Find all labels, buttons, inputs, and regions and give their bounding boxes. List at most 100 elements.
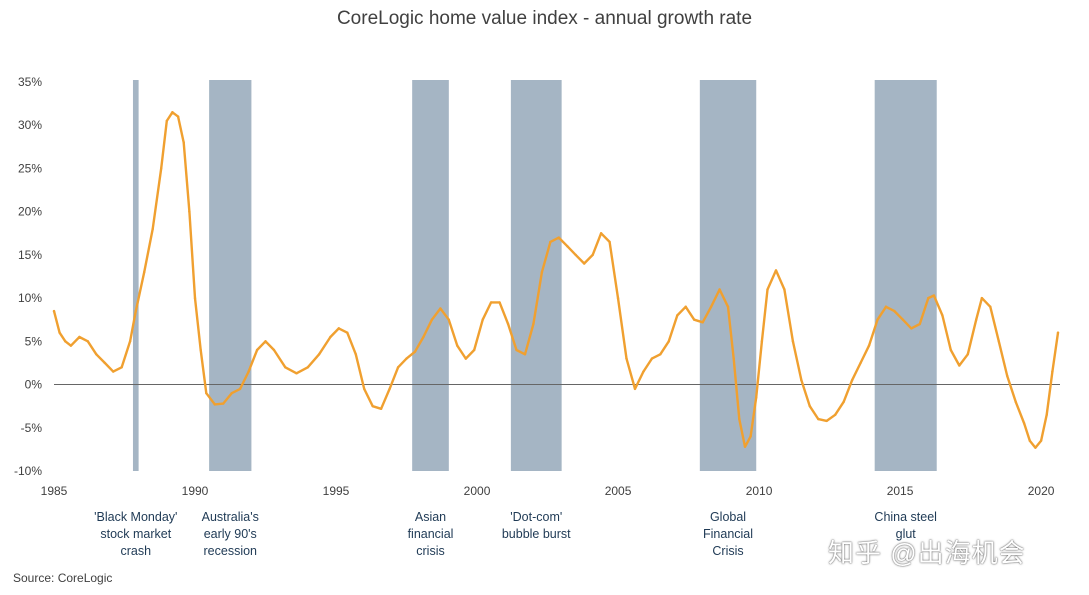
data-point (371, 404, 374, 408)
data-point (949, 348, 953, 352)
data-point (709, 305, 713, 308)
event-band-2 (412, 80, 449, 471)
data-point (128, 340, 132, 343)
data-point (557, 236, 561, 239)
data-point (684, 305, 687, 308)
data-point (774, 269, 778, 272)
data-point (566, 245, 569, 248)
data-point (295, 372, 298, 375)
data-point (64, 340, 67, 343)
event-label-line: 'Black Monday' (94, 510, 177, 524)
data-point (264, 340, 267, 343)
data-point (413, 350, 417, 353)
data-point (583, 262, 586, 265)
event-labels: 'Black Monday' stock market crash Australia… (94, 510, 937, 558)
y-tick-label: -5% (21, 421, 43, 435)
x-tick-label: 2000 (464, 484, 491, 498)
x-tick-label: 1985 (41, 484, 68, 498)
x-axis: 1985 1990 1995 2000 2005 2010 2015 2020 (41, 484, 1055, 498)
data-point (692, 318, 696, 321)
data-point (549, 240, 552, 244)
data-point (817, 417, 820, 421)
data-point (1006, 374, 1009, 378)
data-point (958, 364, 961, 367)
data-point (306, 366, 310, 369)
event-label-line: stock market (100, 527, 171, 541)
data-point (346, 331, 349, 334)
data-point (808, 404, 812, 408)
data-point (205, 392, 208, 395)
data-point (134, 309, 137, 313)
data-point (718, 288, 721, 291)
data-point (867, 344, 871, 347)
data-point (975, 318, 978, 321)
x-tick-label: 2015 (887, 484, 914, 498)
data-point (932, 294, 936, 297)
data-point (151, 227, 154, 231)
data-point (1028, 439, 1031, 442)
data-point (481, 318, 484, 321)
data-point (58, 331, 61, 334)
data-point (876, 318, 879, 321)
data-point (272, 348, 276, 352)
data-point (363, 387, 366, 391)
event-label-line: Asian (415, 510, 446, 524)
event-label-0: 'Black Monday' stock market crash (94, 510, 177, 558)
data-point (143, 270, 146, 274)
data-point (422, 335, 425, 339)
data-point (980, 296, 984, 300)
data-point (230, 392, 233, 395)
y-tick-label: 5% (25, 334, 43, 348)
data-point (523, 353, 527, 356)
data-point (910, 327, 913, 330)
data-point (354, 353, 357, 356)
watermark: 知乎 @出海机会 (828, 538, 1026, 568)
event-label-line: early 90's (204, 527, 257, 541)
data-point (825, 419, 828, 423)
data-point (659, 353, 662, 356)
data-point (701, 321, 704, 324)
y-tick-label: -10% (14, 464, 42, 478)
event-label-4: Global Financial Crisis (703, 510, 753, 558)
data-point (1056, 331, 1060, 334)
data-point (337, 327, 341, 330)
data-point (783, 288, 786, 291)
y-tick-label: 10% (18, 291, 42, 305)
data-point (1014, 400, 1017, 404)
data-point (918, 322, 922, 326)
event-band-3 (510, 80, 562, 471)
data-point (379, 407, 383, 410)
event-band-1 (209, 80, 252, 471)
data-point (1022, 422, 1026, 425)
data-point (532, 322, 535, 326)
data-point (69, 344, 73, 347)
event-label-line: Crisis (712, 544, 743, 558)
data-point (574, 253, 577, 257)
data-point (430, 318, 434, 321)
data-point (650, 357, 654, 360)
data-point (498, 301, 501, 304)
data-point (941, 314, 944, 317)
data-point (893, 309, 896, 313)
data-point (884, 305, 888, 308)
data-point (842, 400, 845, 404)
y-tick-label: 25% (18, 161, 42, 175)
data-point (625, 357, 628, 360)
event-label-line: Global (710, 510, 746, 524)
x-tick-label: 2005 (605, 484, 632, 498)
data-point (791, 340, 795, 343)
event-label-line: China steel (874, 510, 937, 524)
chart-title: CoreLogic home value index - annual grow… (336, 8, 753, 29)
data-point (755, 396, 758, 399)
data-point (760, 340, 764, 343)
y-tick-label: 20% (18, 205, 42, 219)
data-point (1045, 413, 1048, 417)
data-point (405, 357, 408, 360)
data-point (396, 366, 400, 369)
data-point (966, 353, 969, 356)
data-point (989, 305, 992, 308)
y-axis: -10% -5% 0% 5% 10% 15% 20% 25% 30% 35% (14, 75, 1060, 478)
data-point (182, 141, 185, 144)
event-band-5 (874, 80, 937, 471)
